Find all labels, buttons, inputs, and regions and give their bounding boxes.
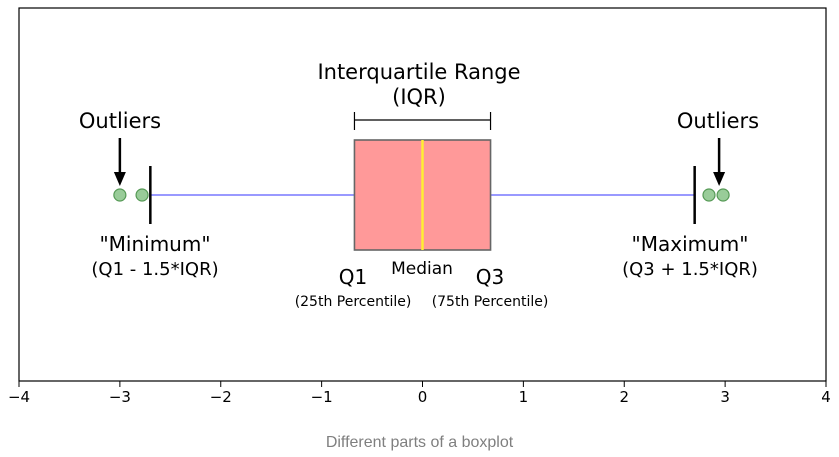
outlier-point [135, 188, 149, 202]
iqr-bracket [353, 112, 492, 130]
outlier-point [113, 188, 127, 202]
x-tick-label: −3 [109, 388, 131, 406]
iqr-title: Interquartile Range [317, 60, 520, 84]
x-tick-label: 4 [821, 388, 831, 406]
iqr-subtitle: (IQR) [392, 85, 446, 109]
outlier-arrow-right-head [713, 172, 726, 186]
x-tick-label: −1 [311, 388, 333, 406]
outlier-arrow-left-head [113, 172, 126, 186]
x-tick-label: 0 [418, 388, 428, 406]
outliers-right-label: Outliers [677, 109, 759, 133]
outliers-left-label: Outliers [79, 109, 161, 133]
q1-sublabel: (25th Percentile) [295, 294, 412, 310]
maximum-label: "Maximum" [632, 232, 749, 256]
x-tick-label: 3 [720, 388, 730, 406]
outlier-point [716, 188, 730, 202]
maximum-formula: (Q3 + 1.5*IQR) [622, 259, 758, 280]
x-tick-label: −4 [8, 388, 30, 406]
minimum-label: "Minimum" [99, 232, 210, 256]
median-label: Median [391, 259, 453, 279]
q3-sublabel: (75th Percentile) [432, 294, 549, 310]
x-tick-label: 1 [519, 388, 529, 406]
minimum-formula: (Q1 - 1.5*IQR) [91, 259, 218, 280]
q1-label: Q1 [339, 265, 367, 289]
outlier-point [702, 188, 716, 202]
q3-label: Q3 [476, 265, 504, 289]
x-tick-label: −2 [210, 388, 232, 406]
x-tick-label: 2 [619, 388, 629, 406]
figure-caption: Different parts of a boxplot [325, 434, 514, 451]
